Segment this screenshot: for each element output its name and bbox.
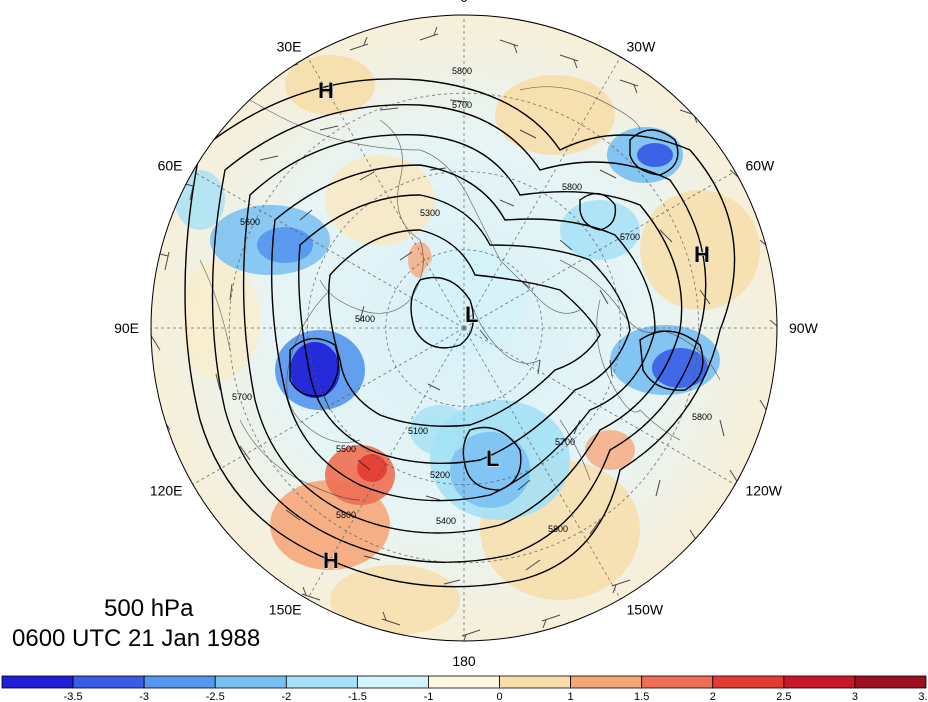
- valid-time-label: 0600 UTC 21 Jan 1988: [12, 625, 261, 652]
- contour-label: 5200: [430, 470, 450, 480]
- high-pressure-center: H: [318, 78, 334, 103]
- colorbar-tick-label: 3: [852, 691, 858, 702]
- meridian-line: [307, 327, 465, 600]
- contour-label: 5700: [620, 232, 640, 242]
- pressure-level-label: 500 hPa: [104, 595, 194, 622]
- contour-label: 5800: [452, 66, 472, 76]
- contour-labels: 5800 5700 5600 5500 5400 5300 5200 5100 …: [232, 66, 712, 534]
- colorbar-box: [72, 675, 145, 689]
- longitude-label: 0: [460, 0, 468, 5]
- colorbar-tick-label: 1: [568, 691, 574, 702]
- contour-label: 5800: [548, 524, 568, 534]
- colorbar-tick-label: -3.5: [64, 691, 83, 702]
- longitude-label: 120W: [745, 483, 782, 499]
- longitude-label: 180: [452, 653, 476, 669]
- contour-label: 5800: [692, 412, 712, 422]
- colorbar-tick-label: -1: [424, 691, 434, 702]
- meridian-line: [192, 171, 465, 329]
- colorbar-tick-label: 1.5: [634, 691, 649, 702]
- colorbar-box: [499, 675, 572, 689]
- colorbar-box: [428, 675, 500, 689]
- graticule: [151, 15, 777, 641]
- colorbar-tick-label: 3.5: [918, 691, 928, 702]
- colorbar-box: [783, 675, 856, 689]
- colorbar-boxes: [1, 675, 927, 689]
- longitude-label: 60W: [745, 158, 775, 174]
- colorbar-tick-label: -2.5: [206, 691, 225, 702]
- colorbar-box: [570, 675, 643, 689]
- latitude-circle: [307, 171, 621, 485]
- high-pressure-center: H: [694, 242, 710, 267]
- latitude-circle: [385, 249, 543, 407]
- map-border: [150, 14, 778, 642]
- longitude-label: 90E: [114, 320, 139, 336]
- colorbar-box: [712, 675, 785, 689]
- longitude-label: 30W: [627, 39, 657, 55]
- colorbar-tick-label: -3: [139, 691, 149, 702]
- low-pressure-center: L: [465, 302, 478, 327]
- colorbar-box: [214, 675, 287, 689]
- colorbar-tick-label: 2.5: [776, 691, 791, 702]
- low-pressure-center: L: [486, 446, 499, 471]
- colorbar: -3.5 -3 -2.5 -2 -1.5 -1 0 1 1.5 2 2.5 3 3.5: [1, 675, 928, 702]
- wind-barbs: [151, 26, 777, 641]
- meridian-line: [463, 327, 736, 485]
- longitude-labels: 0 30W 60W 90W 120W 150W 180 150E 120E 90E 60E 30E: [114, 0, 818, 669]
- latitude-circle: [228, 92, 700, 564]
- longitude-label: 30E: [277, 39, 302, 55]
- colorbar-box: [641, 675, 714, 689]
- colorbar-tick-label: -2: [281, 691, 291, 702]
- contour-label: 5800: [336, 510, 356, 520]
- high-pressure-center: H: [323, 548, 339, 573]
- colorbar-box: [143, 675, 216, 689]
- contour-label: 5700: [452, 100, 472, 110]
- colorbar-tick-label: 0: [496, 691, 502, 702]
- contour-label: 5600: [240, 217, 260, 227]
- contour-label: 5800: [562, 182, 582, 192]
- contour-label: 5700: [555, 437, 575, 447]
- anomaly-shading: [175, 55, 760, 635]
- colorbar-tick-label: 2: [710, 691, 716, 702]
- contour-label: 5700: [232, 392, 252, 402]
- longitude-label: 150W: [627, 601, 664, 617]
- contour-label: 5400: [436, 516, 456, 526]
- longitude-label: 60E: [158, 158, 183, 174]
- colorbar-box: [1, 675, 74, 689]
- contour-label: 5400: [355, 314, 375, 324]
- meridian-line: [463, 56, 621, 329]
- longitude-label: 150E: [269, 601, 302, 617]
- colorbar-tick-label: -1.5: [348, 691, 367, 702]
- contour-label: 5500: [336, 444, 356, 454]
- longitude-label: 120E: [150, 483, 183, 499]
- colorbar-box: [356, 675, 429, 689]
- colorbar-box: [854, 675, 927, 689]
- colorbar-box: [285, 675, 358, 689]
- colorbar-tick-labels: -3.5 -3 -2.5 -2 -1.5 -1 0 1 1.5 2 2.5 3 3.5: [64, 691, 928, 702]
- pressure-centers: H H H L L: [318, 78, 711, 574]
- map-disk: [151, 15, 777, 641]
- contour-label: 5100: [408, 426, 428, 436]
- height-contours: [184, 78, 736, 588]
- contour-label: 5300: [420, 208, 440, 218]
- longitude-label: 90W: [789, 320, 819, 336]
